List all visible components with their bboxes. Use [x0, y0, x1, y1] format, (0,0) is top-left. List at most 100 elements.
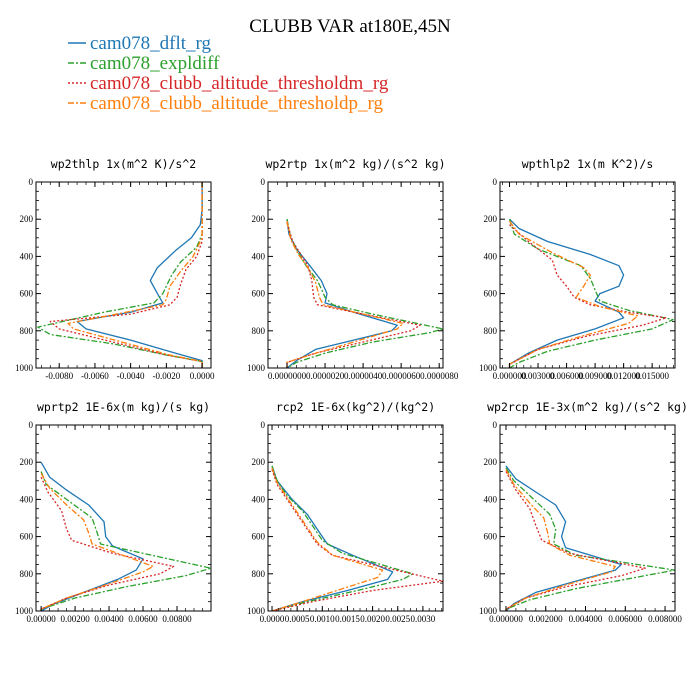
- y-tick-label-3-1: 200: [20, 457, 34, 467]
- y-tick-label-2-4: 800: [484, 326, 498, 336]
- panel-3: wprtp2 1E-6x(m kg)/(s kg)0 200 400 600 800 10…: [15, 400, 212, 624]
- y-tick-label-5-0: 0: [493, 420, 498, 430]
- y-tick-label-3-2: 400: [20, 494, 34, 504]
- series-line-0-0: [76, 182, 203, 368]
- plot-frame-3: [35, 424, 212, 612]
- x-tick-label-5-3: 0.006000: [608, 614, 642, 624]
- x-tick-label-4-6: 0.0030: [411, 614, 436, 624]
- x-tick-label-4-5: 0.0025: [385, 614, 410, 624]
- x-tick-label-3-0: 0.00000: [26, 614, 56, 624]
- y-tick-label-2-3: 600: [484, 289, 498, 299]
- y-tick-label-0-0: 0: [29, 177, 34, 187]
- series-line-3-2: [40, 476, 175, 611]
- y-tick-label-3-3: 600: [20, 532, 34, 542]
- x-tick-label-1-3: 0.0000060: [382, 371, 421, 381]
- x-tick-label-0-3: -0.0020: [152, 371, 180, 381]
- x-tick-label-2-5: 0.015000: [635, 371, 669, 381]
- series-line-0-1: [37, 182, 203, 368]
- x-tick-label-2-0: 0.000000: [493, 371, 527, 381]
- y-tick-label-3-5: 1000: [15, 606, 34, 616]
- plot-frame-4: [267, 424, 444, 612]
- x-tick-label-4-0: 0.0000: [260, 614, 285, 624]
- y-tick-label-4-5: 1000: [247, 606, 266, 616]
- series-line-4-2: [271, 469, 443, 611]
- x-tick-label-2-4: 0.012000: [607, 371, 641, 381]
- panel-title-4: rcp2 1E-6x(kg^2)/(kg^2): [276, 400, 435, 414]
- chart-panels: wp2thlp 1x(m^2 K)/s^2 0 200 400 600 800 1000 -0…: [15, 157, 688, 624]
- y-tick-label-2-0: 0: [493, 177, 498, 187]
- panel-title-1: wp2rtp 1x(m^2 kg)/(s^2 kg): [265, 157, 445, 171]
- series-line-4-1: [271, 465, 414, 611]
- y-tick-label-2-5: 1000: [479, 363, 498, 373]
- x-tick-label-5-2: 0.004000: [569, 614, 603, 624]
- series-line-5-0: [505, 465, 622, 611]
- y-tick-label-5-2: 400: [484, 494, 498, 504]
- x-tick-label-2-2: 0.006000: [550, 371, 584, 381]
- series-line-3-1: [40, 471, 211, 611]
- panel-1: wp2rtp 1x(m^2 kg)/(s^2 kg) 0 200 400 600 800 1…: [247, 157, 459, 381]
- x-tick-label-0-1: -0.0060: [81, 371, 109, 381]
- panel-title-5: wp2rcp 1E-3x(m^2 kg)/(s^2 kg): [487, 400, 688, 414]
- plot-frame-0: [35, 181, 212, 369]
- series-line-4-0: [271, 465, 394, 611]
- series-line-5-1: [505, 467, 675, 611]
- series-line-1-2: [286, 222, 421, 368]
- x-tick-label-0-0: -0.0080: [45, 371, 73, 381]
- x-tick-label-0-4: 0.0000: [190, 371, 215, 381]
- legend-label-3: cam078_clubb_altitude_thresholdp_rg: [90, 93, 384, 114]
- legend: cam078_dflt_rgcam078_expldiffcam078_club…: [68, 33, 389, 114]
- y-tick-label-3-4: 800: [20, 569, 34, 579]
- figure-title: CLUBB VAR at180E,45N: [249, 16, 451, 37]
- y-tick-label-4-4: 800: [252, 569, 266, 579]
- y-tick-label-2-1: 200: [484, 214, 498, 224]
- y-tick-label-1-1: 200: [252, 214, 266, 224]
- y-tick-label-2-2: 400: [484, 251, 498, 261]
- x-tick-label-4-4: 0.0020: [360, 614, 385, 624]
- series-line-3-0: [40, 461, 144, 611]
- series-line-1-3: [286, 220, 404, 368]
- y-tick-label-5-5: 1000: [479, 606, 498, 616]
- legend-label-2: cam078_clubb_altitude_thresholdm_rg: [90, 73, 389, 94]
- series-line-0-2: [49, 182, 203, 368]
- series-line-2-0: [508, 218, 625, 368]
- y-tick-label-1-5: 1000: [247, 363, 266, 373]
- y-tick-label-4-2: 400: [252, 494, 266, 504]
- series-line-5-2: [505, 471, 646, 611]
- series-line-5-3: [505, 469, 616, 611]
- x-tick-label-5-0: 0.000000: [489, 614, 523, 624]
- y-tick-label-5-3: 600: [484, 532, 498, 542]
- y-tick-label-1-3: 600: [252, 289, 266, 299]
- y-tick-label-1-4: 800: [252, 326, 266, 336]
- x-tick-label-4-3: 0.0015: [335, 614, 360, 624]
- x-tick-label-0-2: -0.0040: [117, 371, 145, 381]
- x-tick-label-3-4: 0.00800: [162, 614, 192, 624]
- panel-0: wp2thlp 1x(m^2 K)/s^2 0 200 400 600 800 1000 -0…: [15, 157, 215, 381]
- legend-label-1: cam078_expldiff: [90, 53, 220, 74]
- x-tick-label-4-2: 0.0010: [310, 614, 335, 624]
- x-tick-label-3-3: 0.00600: [128, 614, 158, 624]
- y-tick-label-5-1: 200: [484, 457, 498, 467]
- series-line-2-3: [508, 220, 639, 368]
- x-tick-label-5-4: 0.008000: [648, 614, 682, 624]
- x-tick-label-3-1: 0.00200: [60, 614, 90, 624]
- y-tick-label-1-2: 400: [252, 251, 266, 261]
- panel-title-2: wpthlp2 1x(m K^2)/s: [522, 157, 654, 171]
- x-tick-label-2-1: 0.003000: [521, 371, 555, 381]
- y-tick-label-4-3: 600: [252, 532, 266, 542]
- series-line-3-3: [40, 473, 154, 611]
- panel-4: rcp2 1E-6x(kg^2)/(kg^2) 0 200 400 600 800 1000…: [247, 400, 444, 624]
- x-tick-label-5-1: 0.002000: [529, 614, 563, 624]
- plot-frame-5: [499, 424, 676, 612]
- y-tick-label-0-1: 200: [20, 214, 34, 224]
- x-tick-label-1-0: 0.0000000: [268, 371, 307, 381]
- y-tick-label-0-4: 800: [20, 326, 34, 336]
- y-tick-label-1-0: 0: [261, 177, 266, 187]
- series-line-4-3: [271, 467, 384, 611]
- series-line-1-1: [286, 219, 443, 368]
- y-tick-label-3-0: 0: [29, 420, 34, 430]
- x-tick-label-1-2: 0.0000040: [344, 371, 383, 381]
- panel-2: wpthlp2 1x(m K^2)/s020040060080010000.00…: [479, 157, 676, 381]
- legend-label-0: cam078_dflt_rg: [90, 33, 212, 54]
- x-tick-label-2-3: 0.009000: [578, 371, 612, 381]
